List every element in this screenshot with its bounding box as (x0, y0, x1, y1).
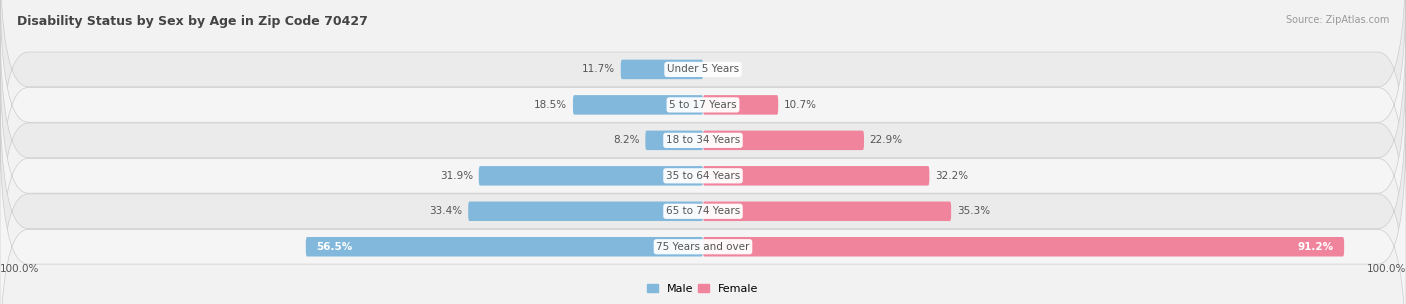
Text: 0.0%: 0.0% (709, 64, 735, 74)
FancyBboxPatch shape (0, 0, 1406, 229)
FancyBboxPatch shape (478, 166, 703, 185)
Text: 18.5%: 18.5% (534, 100, 568, 110)
Text: 22.9%: 22.9% (869, 135, 903, 145)
Text: 35.3%: 35.3% (956, 206, 990, 216)
FancyBboxPatch shape (703, 131, 863, 150)
FancyBboxPatch shape (307, 237, 703, 257)
FancyBboxPatch shape (645, 131, 703, 150)
Text: 65 to 74 Years: 65 to 74 Years (666, 206, 740, 216)
Text: 33.4%: 33.4% (429, 206, 463, 216)
FancyBboxPatch shape (468, 202, 703, 221)
Legend: Male, Female: Male, Female (643, 279, 763, 299)
FancyBboxPatch shape (574, 95, 703, 115)
FancyBboxPatch shape (0, 87, 1406, 304)
Text: 56.5%: 56.5% (316, 242, 353, 252)
Text: 91.2%: 91.2% (1298, 242, 1333, 252)
FancyBboxPatch shape (0, 16, 1406, 265)
Text: 75 Years and over: 75 Years and over (657, 242, 749, 252)
Text: 18 to 34 Years: 18 to 34 Years (666, 135, 740, 145)
Text: 100.0%: 100.0% (1367, 264, 1406, 275)
Text: 100.0%: 100.0% (0, 264, 39, 275)
Text: 32.2%: 32.2% (935, 171, 969, 181)
Text: 35 to 64 Years: 35 to 64 Years (666, 171, 740, 181)
FancyBboxPatch shape (0, 51, 1406, 300)
Text: Source: ZipAtlas.com: Source: ZipAtlas.com (1285, 15, 1389, 25)
Text: 10.7%: 10.7% (785, 100, 817, 110)
FancyBboxPatch shape (0, 122, 1406, 304)
FancyBboxPatch shape (621, 60, 703, 79)
Text: 5 to 17 Years: 5 to 17 Years (669, 100, 737, 110)
FancyBboxPatch shape (703, 166, 929, 185)
FancyBboxPatch shape (703, 95, 779, 115)
FancyBboxPatch shape (703, 202, 950, 221)
Text: 8.2%: 8.2% (613, 135, 640, 145)
FancyBboxPatch shape (0, 0, 1406, 194)
Text: 11.7%: 11.7% (582, 64, 616, 74)
FancyBboxPatch shape (703, 237, 1344, 257)
Text: Under 5 Years: Under 5 Years (666, 64, 740, 74)
Text: 31.9%: 31.9% (440, 171, 472, 181)
Text: Disability Status by Sex by Age in Zip Code 70427: Disability Status by Sex by Age in Zip C… (17, 15, 368, 28)
